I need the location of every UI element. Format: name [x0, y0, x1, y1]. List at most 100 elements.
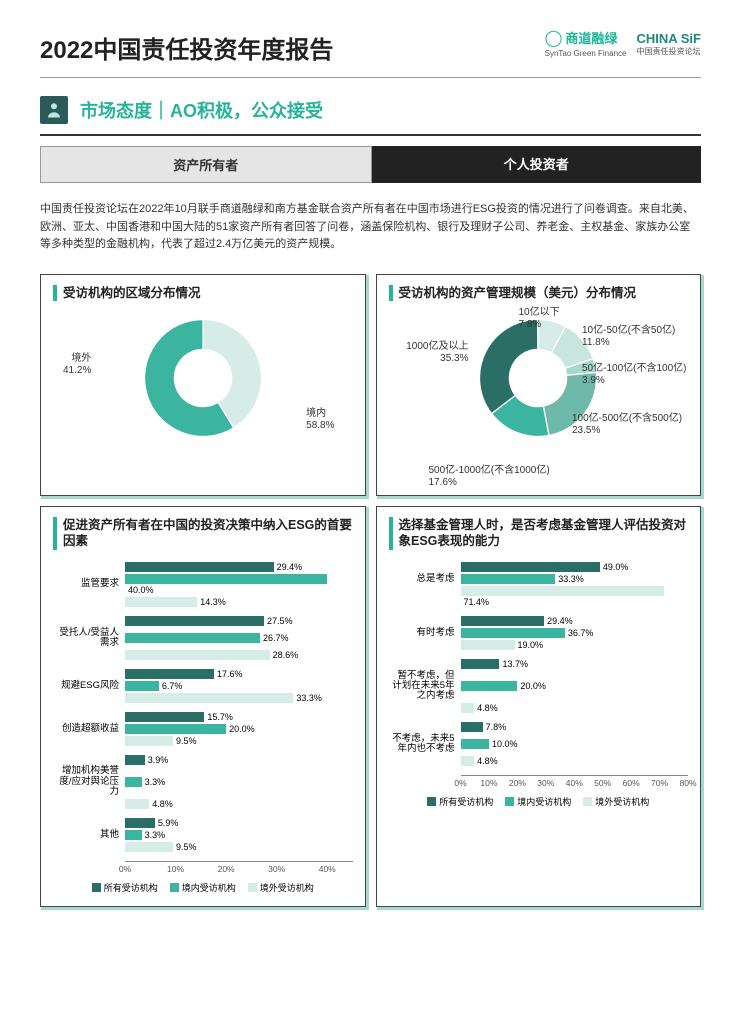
bar-row: 7.8% [389, 722, 689, 733]
bar-value: 3.3% [145, 830, 166, 840]
bar [125, 681, 159, 691]
bar-value: 4.8% [152, 799, 173, 809]
bar-row: 15.7% [53, 711, 353, 722]
bar [125, 818, 155, 828]
divider [40, 77, 701, 78]
chart-label: 100亿-500亿(不含500亿)23.5% [572, 413, 692, 437]
bar-value: 29.4% [277, 562, 303, 572]
legend-item: 境内受访机构 [170, 881, 236, 894]
bar-row: 受托人/受益人需求 26.7% [53, 628, 353, 649]
bar [125, 562, 274, 572]
legend: 所有受访机构境内受访机构境外受访机构 [53, 881, 353, 894]
bar-row: 总是考虑33.3% [389, 574, 689, 585]
bar-row: 有时考虑 36.7% [389, 628, 689, 639]
bar [461, 681, 518, 691]
intro-text: 中国责任投资论坛在2022年10月联手商道融绿和南方基金联合资产所有者在中国市场… [40, 201, 701, 254]
bar-row: 29.4% [53, 562, 353, 573]
bar [125, 650, 270, 660]
bar-row: 暂不考虑，但计划在未来5年之内考虑 20.0% [389, 671, 689, 702]
chart-label: 1000亿及以上35.3% [389, 341, 469, 365]
section-header: 市场态度｜AO积极，公众接受 [40, 92, 701, 136]
bar-category: 其他 [53, 830, 125, 840]
bar-row: 其他 3.3% [53, 830, 353, 841]
bar [461, 574, 556, 584]
bar-value: 9.5% [176, 736, 197, 746]
bar-value: 4.8% [477, 756, 498, 766]
bar-value: 15.7% [207, 712, 233, 722]
bar [125, 693, 293, 703]
bar-category: 总是考虑 [389, 574, 461, 584]
bar-value: 19.0% [518, 640, 544, 650]
bar-row: 9.5% [53, 842, 353, 853]
bar [125, 842, 173, 852]
bar-value: 17.6% [217, 669, 243, 679]
bar [125, 777, 142, 787]
panel-title: 受访机构的资产管理规模（美元）分布情况 [389, 285, 689, 301]
chart-label: 境内58.8% [306, 408, 334, 432]
bar-row: 监管要求40.0% [53, 574, 353, 596]
bar [461, 628, 565, 638]
bar-category: 受托人/受益人需求 [53, 628, 125, 649]
bar-value: 10.0% [492, 739, 518, 749]
bar [461, 616, 545, 626]
header: 2022中国责任投资年度报告 ◯ 商道融绿 SynTao Green Finan… [40, 30, 701, 73]
bar-value: 36.7% [568, 628, 594, 638]
bar-row: 4.8% [389, 756, 689, 767]
legend-item: 境内受访机构 [505, 795, 571, 808]
bar-value: 9.5% [176, 842, 197, 852]
bar [461, 703, 475, 713]
panel-title: 促进资产所有者在中国的投资决策中纳入ESG的首要因素 [53, 517, 353, 550]
bar-row: 17.6% [53, 668, 353, 679]
page-title: 2022中国责任投资年度报告 [40, 30, 333, 65]
bar-value: 20.0% [229, 724, 255, 734]
bar-value: 20.0% [520, 681, 546, 691]
legend-item: 境外受访机构 [248, 881, 314, 894]
logo-syntao: ◯ 商道融绿 SynTao Green Finance [545, 30, 627, 59]
donut-region [138, 313, 268, 443]
bar [125, 633, 260, 643]
bar-row: 19.0% [389, 640, 689, 651]
bar-row: 9.5% [53, 735, 353, 746]
bar-value: 7.8% [486, 722, 507, 732]
bar-row: 28.6% [53, 649, 353, 660]
panel-aum: 受访机构的资产管理规模（美元）分布情况 10亿以下7.8% 10亿-50亿(不含5… [376, 274, 702, 496]
tab-individual[interactable]: 个人投资者 [372, 146, 702, 183]
bar-row: 增加机构美誉度/应对舆论压力3.3% [53, 766, 353, 797]
chart-label: 10亿以下7.8% [519, 307, 560, 331]
bar [125, 616, 264, 626]
tabs: 资产所有者 个人投资者 [40, 146, 701, 183]
bar-row: 规避ESG风险6.7% [53, 680, 353, 691]
bar-value: 49.0% [603, 562, 629, 572]
bar-row: 33.3% [53, 692, 353, 703]
bar-category: 监管要求 [53, 579, 125, 589]
legend: 所有受访机构境内受访机构境外受访机构 [389, 795, 689, 808]
bar-row: 49.0% [389, 562, 689, 573]
chart-label: 境外41.2% [63, 353, 91, 377]
bar-row: 5.9% [53, 818, 353, 829]
bar-value: 6.7% [162, 681, 183, 691]
x-axis: 0%10%20%30%40%50%60%70%80% [461, 775, 689, 789]
bar [125, 830, 142, 840]
bar-value: 27.5% [267, 616, 293, 626]
panel-title: 选择基金管理人时，是否考虑基金管理人评估投资对象ESG表现的能力 [389, 517, 689, 550]
bar-value: 4.8% [477, 703, 498, 713]
section-title: 市场态度｜AO积极，公众接受 [80, 97, 323, 123]
chart-label: 10亿-50亿(不含50亿)11.8% [582, 325, 692, 349]
pie-slice [480, 320, 538, 414]
bar-value: 28.6% [273, 650, 299, 660]
bar-category: 有时考虑 [389, 628, 461, 638]
bar-row: 13.7% [389, 659, 689, 670]
bar-value: 26.7% [263, 633, 289, 643]
bar-row: 71.4% [389, 586, 689, 608]
bar [461, 640, 515, 650]
tab-asset-owner[interactable]: 资产所有者 [40, 146, 372, 183]
bar [125, 669, 214, 679]
bar-category: 不考虑，未来5年内也不考虑 [389, 734, 461, 755]
legend-item: 境外受访机构 [583, 795, 649, 808]
panel-region: 受访机构的区域分布情况 境外41.2% 境内58.8% [40, 274, 366, 496]
panel-title: 受访机构的区域分布情况 [53, 285, 353, 301]
bar-row: 3.9% [53, 754, 353, 765]
legend-item: 所有受访机构 [92, 881, 158, 894]
bar-category: 暂不考虑，但计划在未来5年之内考虑 [389, 671, 461, 702]
bar [461, 562, 600, 572]
